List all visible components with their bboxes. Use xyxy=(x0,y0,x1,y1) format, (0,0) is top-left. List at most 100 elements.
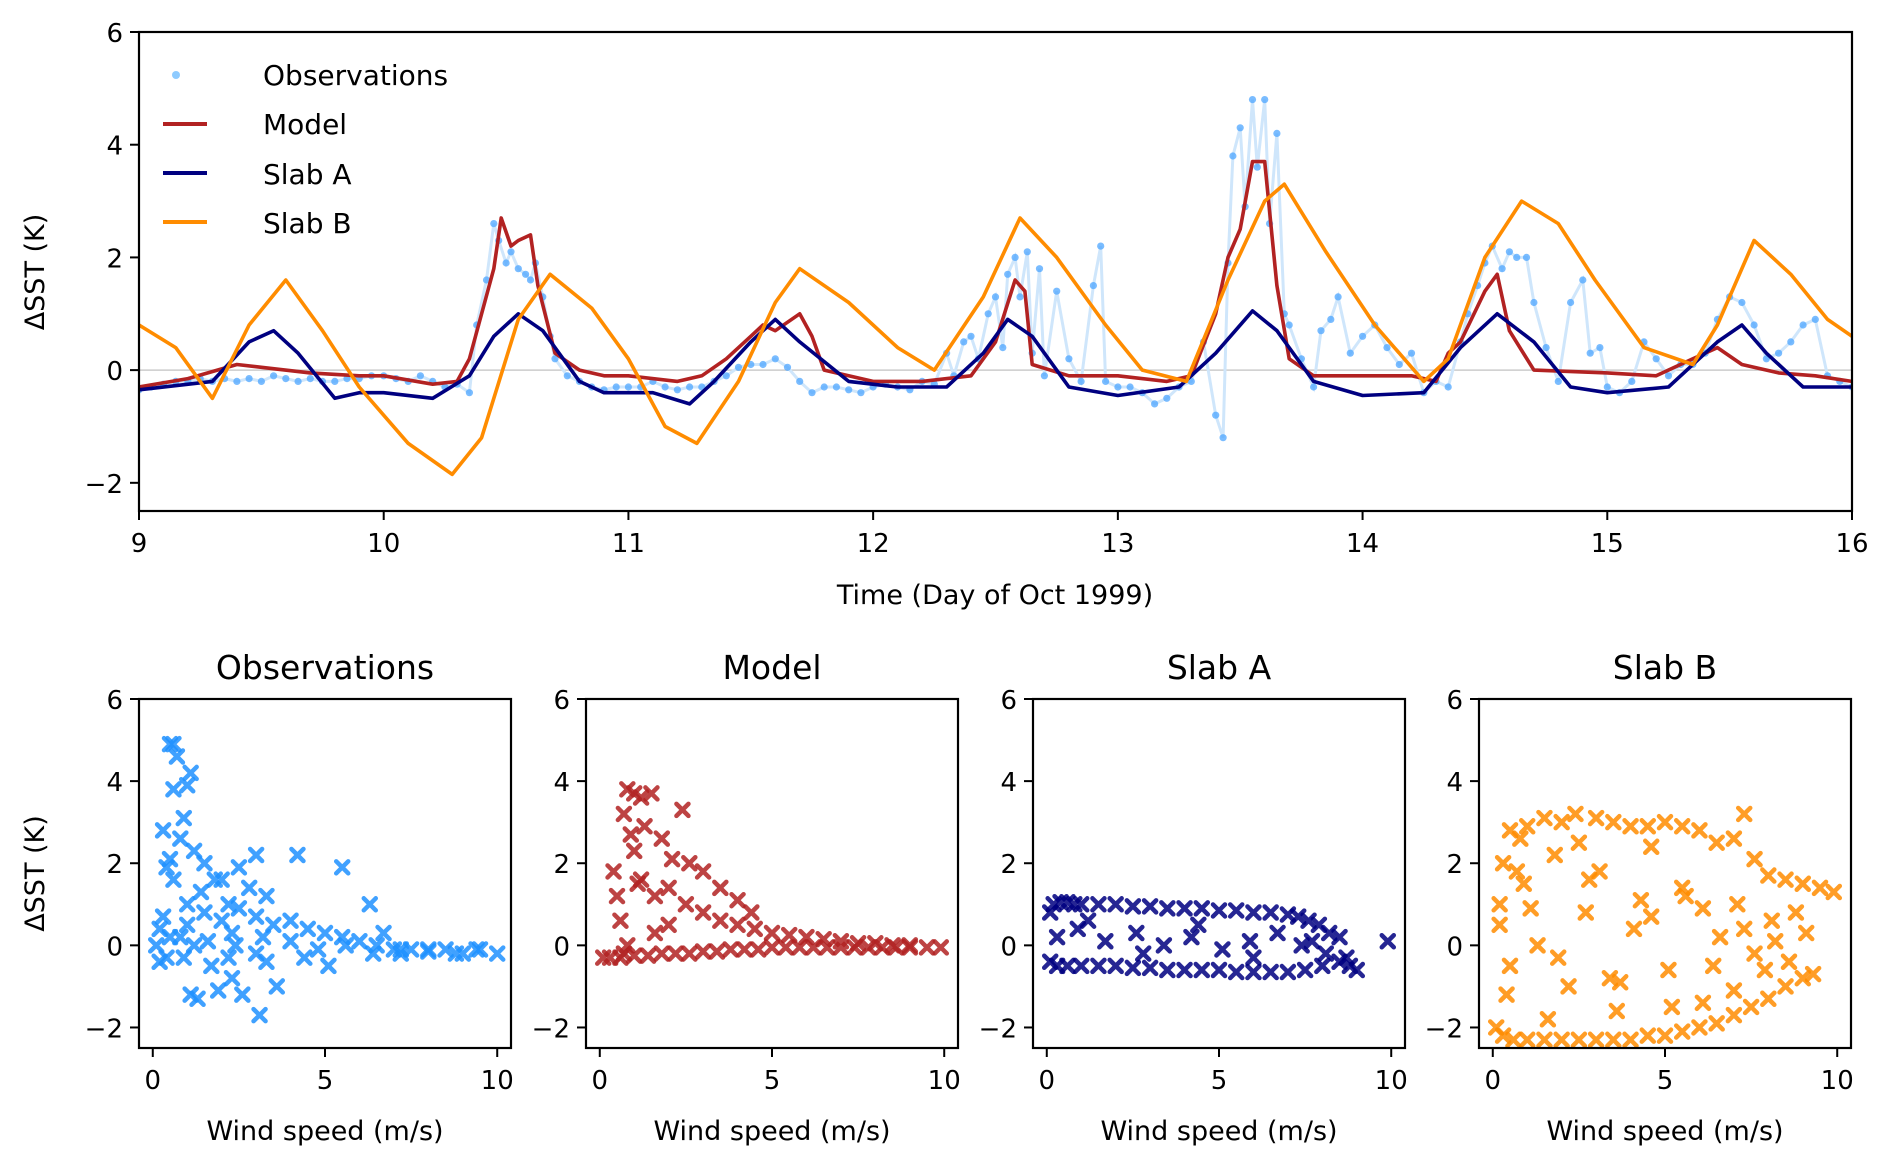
scatter-point xyxy=(1141,898,1159,915)
scatter-point xyxy=(206,871,224,888)
scatter-point xyxy=(1262,904,1279,921)
observation-point xyxy=(465,389,473,397)
observation-point xyxy=(416,372,424,380)
scatter-point xyxy=(1587,1031,1605,1048)
scatter-point xyxy=(189,990,206,1007)
series-layer xyxy=(139,96,1852,477)
observation-point xyxy=(1628,377,1636,385)
observation-point xyxy=(1229,152,1237,160)
scatter-point xyxy=(158,859,175,876)
scatter-point xyxy=(1780,953,1798,971)
scatter-point xyxy=(1227,902,1245,919)
scatter-point xyxy=(1245,949,1262,966)
scatter-point xyxy=(223,969,241,987)
scatter-point xyxy=(289,846,306,864)
scatter-point xyxy=(1048,928,1066,946)
scatter-point xyxy=(722,941,739,958)
observation-point xyxy=(1664,372,1673,380)
scatter-point xyxy=(299,920,317,938)
observation-point xyxy=(1334,293,1342,301)
scatter-point xyxy=(1577,904,1595,921)
scatter-point xyxy=(165,781,182,798)
observation-point xyxy=(257,377,265,385)
scatter-point xyxy=(247,908,265,925)
scatter-point xyxy=(1725,982,1743,999)
scatter-point xyxy=(351,932,368,950)
scatter-point xyxy=(1729,896,1746,913)
legend-item-slab-b: Slab B xyxy=(163,207,352,240)
legend-item-slab-a: Slab A xyxy=(163,158,352,191)
series-line-slab-a xyxy=(139,309,1852,406)
y-tick-label: 4 xyxy=(1446,768,1463,798)
scatter-point xyxy=(1656,813,1674,831)
x-tick-label: 11 xyxy=(612,529,645,559)
scatter-point xyxy=(172,830,189,847)
scatter-point xyxy=(296,949,313,966)
x-axis-label: Wind speed (m/s) xyxy=(1546,1116,1783,1147)
observation-point xyxy=(984,310,992,318)
scatter-point xyxy=(1804,965,1822,983)
scatter-point xyxy=(918,939,936,956)
scatter-point xyxy=(420,941,437,958)
scatter-point xyxy=(220,949,237,966)
scatter-point xyxy=(1756,961,1774,979)
scatter-point xyxy=(178,916,196,934)
plot-frame xyxy=(1477,697,1853,1050)
x-tick-label: 10 xyxy=(1375,1066,1408,1096)
scatter-point xyxy=(1159,961,1176,979)
scatter-point xyxy=(1691,822,1708,839)
scatter-point xyxy=(746,920,764,938)
scatter-point xyxy=(251,1006,268,1024)
y-tick-label: 6 xyxy=(106,19,123,49)
scatter-point xyxy=(364,945,382,962)
scatter-point xyxy=(185,937,203,954)
legend-label: Observations xyxy=(263,59,448,92)
observation-point xyxy=(1522,253,1531,261)
observation-point xyxy=(771,355,779,363)
observation-point xyxy=(551,355,559,363)
y-tick-label: 2 xyxy=(106,244,123,274)
scatter-points xyxy=(147,735,506,1024)
scatter-point xyxy=(1512,830,1529,847)
x-tick-label: 15 xyxy=(1591,529,1624,559)
legend-label: Slab B xyxy=(263,207,352,240)
scatter-point xyxy=(392,945,410,962)
y-tick-label: −2 xyxy=(85,1014,123,1044)
observation-point xyxy=(1395,360,1403,369)
x-tick-label: 5 xyxy=(317,1066,334,1096)
scatter-point xyxy=(1296,961,1314,979)
observation-point xyxy=(514,265,522,273)
scatter-point xyxy=(1742,998,1760,1016)
scatter-point xyxy=(1303,932,1321,950)
scatter-point xyxy=(1735,805,1753,823)
scatter-point xyxy=(172,928,189,946)
scatter-point xyxy=(182,764,199,782)
scatter-point xyxy=(1642,908,1660,925)
observation-point xyxy=(1163,394,1171,402)
plot-frame xyxy=(584,697,960,1050)
scatter-point xyxy=(247,945,265,962)
scatter-point xyxy=(337,937,354,954)
scatter-point xyxy=(791,939,808,956)
y-tick-label: 2 xyxy=(553,850,570,880)
scatter-point xyxy=(1608,1002,1626,1020)
x-tick-label: 5 xyxy=(1211,1066,1228,1096)
scatter-point xyxy=(712,879,729,897)
scatter-point xyxy=(646,887,664,905)
observation-point xyxy=(1359,332,1367,340)
scatter-point xyxy=(1587,809,1605,827)
observation-point xyxy=(502,259,510,267)
scatter-point xyxy=(1090,957,1107,975)
observation-point xyxy=(1811,315,1819,323)
scatter-point xyxy=(1605,1031,1622,1048)
y-tick-label: 0 xyxy=(1446,932,1463,962)
y-tick-label: 6 xyxy=(1000,686,1017,716)
y-tick-label: 6 xyxy=(106,686,123,716)
x-tick-label: 16 xyxy=(1835,529,1868,559)
scatter-point xyxy=(1141,959,1159,977)
scatter-point xyxy=(1279,963,1297,981)
scatter-point xyxy=(1632,891,1650,909)
scatter-point xyxy=(694,904,712,921)
observation-point xyxy=(1097,242,1105,250)
